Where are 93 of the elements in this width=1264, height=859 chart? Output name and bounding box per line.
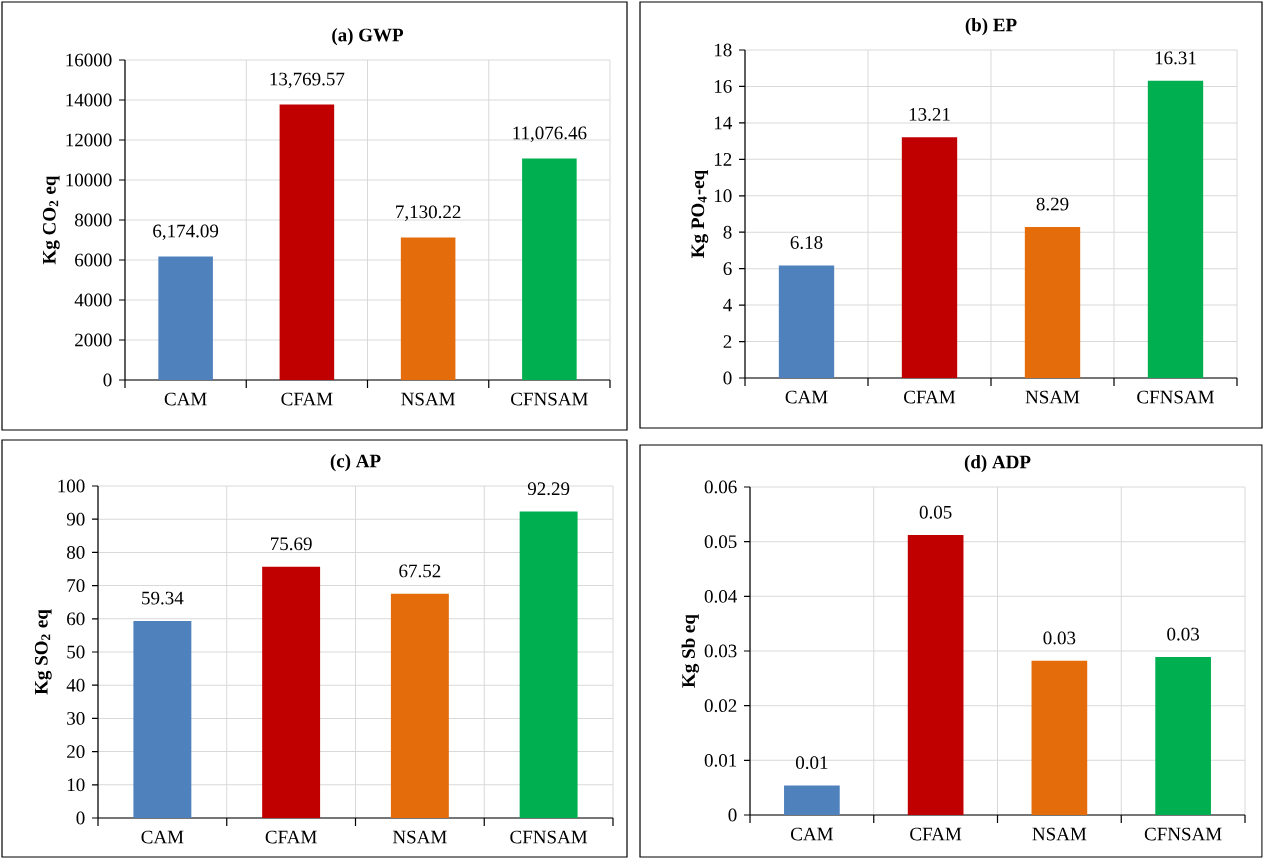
bar (1147, 80, 1204, 378)
chart-title: (a) GWP (332, 28, 404, 46)
data-label: 16.31 (1155, 51, 1196, 65)
bar (133, 620, 192, 818)
y-tick-label: 10 (67, 778, 85, 792)
x-tick-label: CFAM (904, 390, 956, 404)
bar (1024, 226, 1081, 378)
x-tick-label: CFAM (910, 827, 962, 841)
y-tick-label: 18 (714, 43, 732, 57)
x-tick-label: CFNSAM (511, 392, 588, 406)
bar (400, 237, 456, 380)
y-tick-label: 16 (714, 80, 732, 93)
y-tick-label: 0 (723, 371, 732, 385)
x-tick-label: CAM (785, 390, 828, 404)
data-label: 0.05 (919, 505, 952, 519)
x-tick-label: CFAM (281, 392, 333, 406)
y-tick-label: 0.04 (704, 589, 737, 603)
data-label: 0.03 (1167, 627, 1200, 641)
y-tick-label: 2 (723, 335, 732, 348)
data-label: 8.29 (1036, 197, 1069, 211)
x-tick-label: CFNSAM (1144, 827, 1222, 841)
bar (279, 104, 335, 380)
y-tick-label: 0.05 (704, 535, 737, 549)
y-axis-title: Kg SO$_{2}$ eq (34, 609, 52, 695)
x-tick-label: NSAM (1032, 827, 1087, 841)
x-tick-label: NSAM (401, 392, 456, 406)
data-label: 13,769.57 (270, 72, 345, 89)
data-label: 6.18 (790, 236, 823, 249)
data-label: 0.03 (1043, 631, 1076, 645)
bar (522, 158, 577, 380)
x-tick-label: CFNSAM (510, 830, 588, 844)
y-tick-label: 10 (714, 189, 732, 203)
chart-title: (d) ADP (964, 455, 1031, 473)
data-label: 13.21 (909, 108, 950, 121)
y-axis-title: Kg Sb eq (681, 614, 699, 688)
y-tick-label: 40 (66, 678, 85, 692)
bar (907, 535, 964, 815)
data-label: 92.29 (527, 482, 570, 496)
y-tick-label: 90 (66, 512, 85, 526)
data-label: 0.01 (795, 756, 828, 770)
y-tick-label: 4000 (74, 293, 112, 307)
y-axis-title: Kg CO$_{2}$ eq (42, 175, 60, 265)
bar (1155, 657, 1211, 815)
x-tick-label: NSAM (1025, 390, 1080, 404)
data-label: 59.34 (142, 591, 184, 605)
y-tick-label: 2000 (75, 333, 112, 347)
y-tick-label: 30 (67, 711, 85, 725)
y-tick-label: 60 (67, 612, 85, 626)
data-label: 67.52 (399, 564, 441, 578)
bar (778, 265, 835, 378)
x-tick-label: CAM (791, 827, 833, 841)
y-tick-label: 10000 (66, 173, 112, 187)
x-tick-label: CAM (141, 830, 184, 844)
bar (390, 593, 449, 818)
y-tick-label: 20 (67, 745, 85, 759)
bar (158, 256, 213, 380)
y-tick-label: 14 (714, 116, 732, 130)
bar (901, 137, 958, 378)
y-tick-label: 0.06 (704, 480, 737, 494)
data-label: 7,130.22 (396, 205, 461, 221)
y-tick-label: 0 (103, 373, 112, 387)
bar (784, 785, 840, 815)
y-tick-label: 16000 (66, 53, 112, 67)
data-label: 11,076.46 (513, 126, 587, 143)
y-tick-label: 8 (723, 225, 732, 239)
y-tick-label: 8000 (74, 213, 112, 227)
x-tick-label: NSAM (392, 830, 447, 844)
chart-title: (b) EP (965, 18, 1017, 36)
y-tick-label: 6 (723, 262, 732, 276)
data-label: 6,174.09 (153, 224, 219, 241)
bar (1031, 660, 1088, 815)
y-tick-label: 6000 (75, 253, 112, 267)
y-tick-label: 12 (714, 153, 732, 166)
x-tick-label: CAM (164, 392, 207, 406)
x-tick-label: CFAM (265, 830, 317, 844)
y-tick-label: 0.01 (704, 753, 737, 767)
y-tick-label: 0.03 (704, 644, 737, 658)
y-tick-label: 70 (67, 579, 85, 593)
y-tick-label: 100 (58, 479, 85, 493)
y-tick-label: 0.02 (704, 699, 737, 713)
chart-title: (c) AP (330, 454, 381, 472)
data-label: 75.69 (271, 537, 312, 551)
y-tick-label: 80 (66, 545, 85, 559)
y-tick-label: 14000 (66, 93, 112, 107)
y-tick-label: 12000 (66, 133, 112, 147)
y-tick-label: 4 (723, 298, 732, 312)
bar (262, 566, 321, 818)
x-tick-label: CFNSAM (1137, 390, 1215, 404)
y-axis-title: Kg PO$_{4}$-eq (691, 169, 709, 258)
y-tick-label: 0 (76, 811, 85, 825)
y-tick-label: 0 (728, 808, 737, 822)
y-tick-label: 50 (67, 645, 85, 659)
bar (519, 511, 578, 818)
